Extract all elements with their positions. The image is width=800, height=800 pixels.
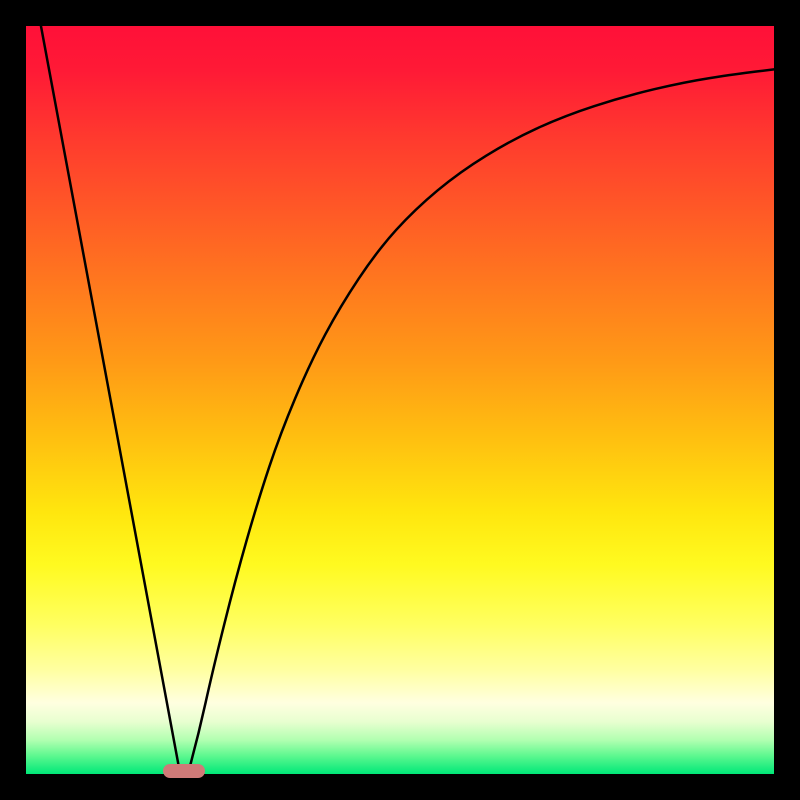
plot-area [26, 26, 774, 774]
chart-frame: TheBottleneck.com [0, 0, 800, 800]
optimum-marker [163, 764, 205, 778]
